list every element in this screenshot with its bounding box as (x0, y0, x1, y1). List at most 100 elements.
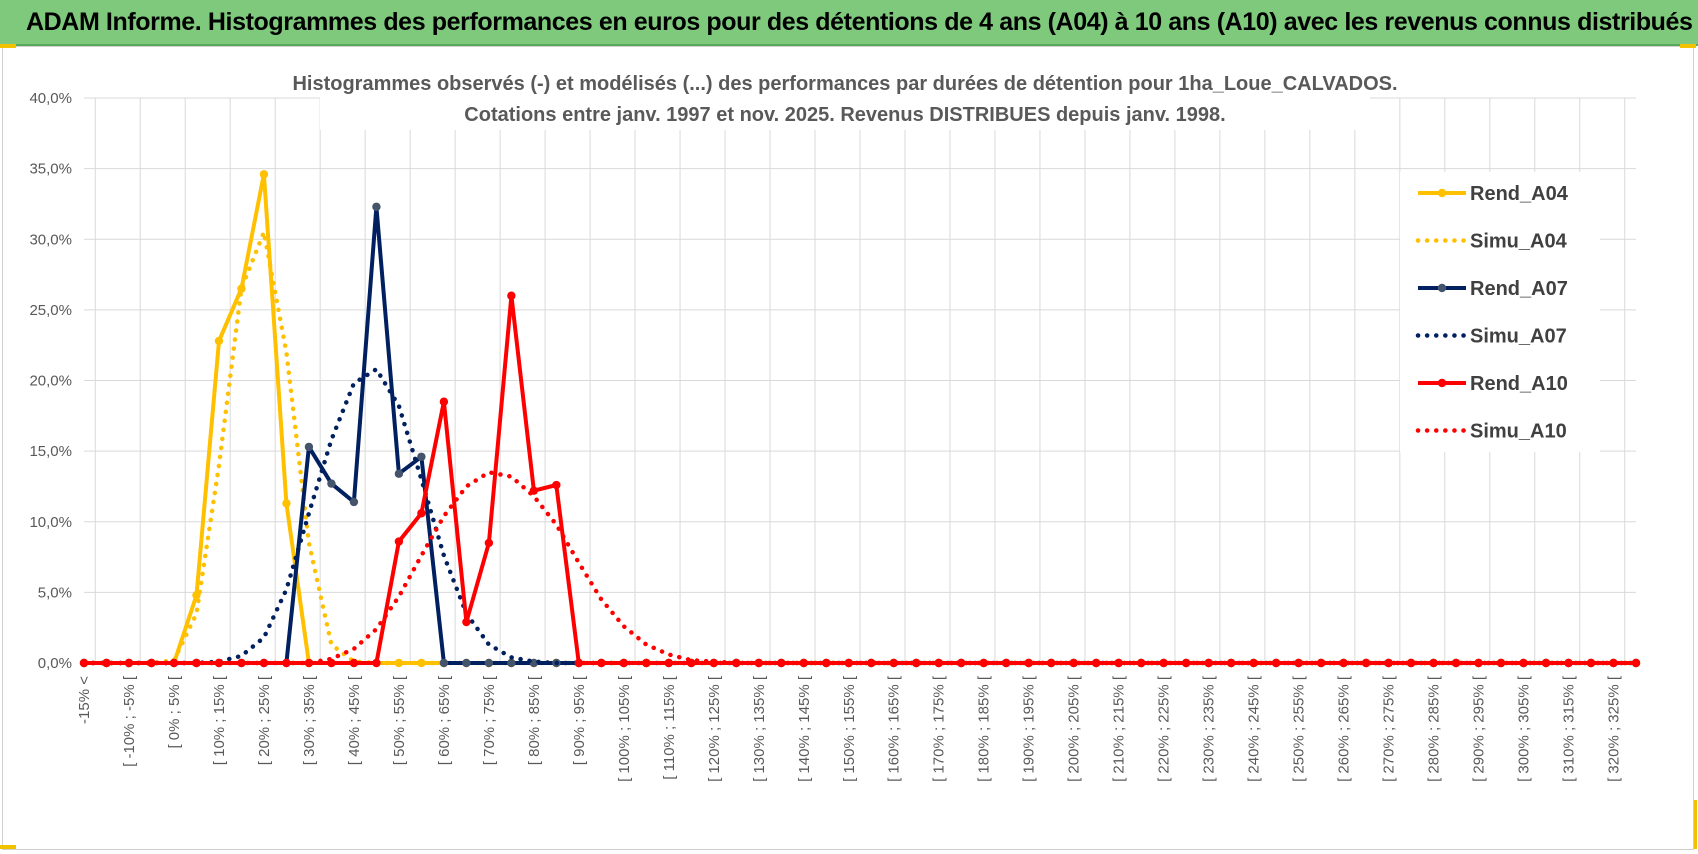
x-tick-label: [ 170% ; 175% [ (931, 675, 948, 782)
data-point-rend_a10 (349, 658, 359, 668)
x-tick-label: [ 10% ; 15% [ (211, 675, 228, 765)
data-point-rend_a10 (934, 658, 943, 668)
data-point-rend_a10 (664, 658, 674, 668)
x-tick-label: -15% < (76, 676, 93, 724)
legend-label-simu_a10: Simu_A10 (1470, 421, 1567, 443)
series-lines (79, 170, 1641, 668)
x-tick-label: [ 310% ; 315% [ (1561, 675, 1578, 782)
data-point-rend_a10 (147, 658, 156, 668)
data-point-rend_a10 (462, 617, 471, 627)
data-point-rend_a07 (304, 442, 314, 452)
x-tick-label: [ -10% ; -5% [ (121, 675, 138, 767)
x-tick-label: [ 40% ; 45% [ (346, 675, 363, 765)
x-tick-label: [ 190% ; 195% [ (1021, 675, 1038, 782)
legend-label-simu_a07: Simu_A07 (1470, 326, 1567, 348)
data-point-rend_a10 (102, 658, 111, 668)
x-tick-label: [ 130% ; 135% [ (751, 675, 768, 782)
legend: Rend_A04 Simu_A04 Rend_A07 Simu_A07 Rend_A10… (1400, 172, 1600, 452)
data-point-rend_a10 (1069, 658, 1078, 668)
data-point-rend_a04 (282, 499, 291, 508)
x-tick-label: [ 210% ; 215% [ (1111, 675, 1128, 782)
legend-label-rend_a04: Rend_A04 (1470, 183, 1569, 205)
chart-frame (2, 46, 1694, 850)
x-tick-label: [ 240% ; 245% [ (1246, 675, 1263, 782)
data-point-rend_a07 (439, 658, 449, 668)
legend-marker (1437, 378, 1447, 388)
corner-marker-bottom-right (1694, 800, 1697, 849)
x-tick-label: [ 100% ; 105% [ (616, 675, 633, 782)
data-point-rend_a10 (619, 658, 629, 668)
x-tick-label: [ 160% ; 165% [ (886, 675, 903, 782)
x-tick-label: [ 50% ; 55% [ (391, 675, 408, 765)
data-point-rend_a10 (574, 658, 584, 668)
x-axis-tick-labels: -15% < [ -10% ; -5% [ [ 0% ; 5% [ [ 10% ; 1… (76, 675, 1623, 782)
data-point-rend_a10 (1496, 658, 1506, 668)
data-point-rend_a10 (1271, 658, 1281, 668)
chart-title-line-1: Histogrammes observés (-) et modélisés (… (292, 73, 1397, 95)
legend-background (1400, 172, 1600, 452)
x-tick-label: [ 320% ; 325% [ (1606, 675, 1623, 782)
corner-marker-top-left (0, 44, 16, 48)
data-point-rend_a10 (1316, 658, 1326, 668)
data-point-rend_a10 (1024, 658, 1033, 668)
legend-label-rend_a10: Rend_A10 (1470, 373, 1568, 395)
y-tick-label: 20,0% (29, 373, 72, 390)
data-point-rend_a10 (597, 658, 606, 668)
x-tick-label: [ 120% ; 125% [ (706, 675, 723, 782)
x-tick-label: [ 200% ; 205% [ (1066, 675, 1083, 782)
y-axis-tick-labels: 0,0% 5,0% 10,0% 15,0% 20,0% 25,0% 30,0% 35,0% 40… (29, 90, 72, 672)
data-point-rend_a10 (642, 658, 651, 668)
data-point-rend_a10 (889, 658, 898, 668)
y-tick-label: 35,0% (29, 161, 72, 178)
data-point-rend_a07 (507, 658, 516, 668)
data-point-rend_a10 (507, 291, 516, 300)
data-point-rend_a04 (259, 170, 269, 179)
x-tick-label: [ 260% ; 265% [ (1336, 675, 1353, 782)
x-tick-label: [ 270% ; 275% [ (1381, 675, 1398, 782)
x-tick-label: [ 290% ; 295% [ (1471, 675, 1488, 782)
data-point-rend_a04 (394, 658, 404, 668)
x-tick-label: [ 70% ; 75% [ (481, 675, 498, 765)
data-point-rend_a10 (372, 658, 381, 668)
x-tick-label: [ 150% ; 155% [ (841, 675, 858, 782)
data-point-rend_a10 (1361, 658, 1371, 668)
data-point-rend_a10 (552, 480, 561, 490)
data-point-rend_a10 (417, 509, 426, 518)
data-point-rend_a10 (1114, 658, 1123, 668)
y-tick-label: 25,0% (29, 302, 72, 319)
x-tick-label: [ 250% ; 255% [ (1291, 675, 1308, 782)
x-tick-label: [ 220% ; 225% [ (1156, 675, 1173, 782)
legend-marker (1437, 283, 1447, 293)
y-tick-label: 15,0% (29, 443, 72, 460)
data-point-rend_a10 (439, 397, 449, 406)
legend-label-rend_a07: Rend_A07 (1470, 278, 1568, 300)
data-point-rend_a10 (394, 537, 404, 546)
chart-title-line-2: Cotations entre janv. 1997 et nov. 2025.… (464, 104, 1225, 126)
x-tick-label: [ 300% ; 305% [ (1516, 675, 1533, 782)
x-tick-label: [ 280% ; 285% [ (1426, 675, 1443, 782)
x-tick-label: [ 90% ; 95% [ (571, 675, 588, 765)
x-tick-label: [ 60% ; 65% [ (436, 675, 453, 765)
y-tick-label: 10,0% (29, 514, 72, 531)
report-title: ADAM Informe. Histogrammes des performan… (26, 7, 1693, 36)
x-tick-label: [ 0% ; 5% [ (166, 675, 183, 748)
data-point-rend_a10 (1406, 658, 1416, 668)
data-point-rend_a10 (192, 658, 201, 668)
x-tick-label: [ 30% ; 35% [ (301, 675, 318, 765)
data-point-rend_a07 (484, 658, 494, 668)
data-point-rend_a07 (349, 497, 359, 507)
series-line-simu_a10 (81, 470, 1639, 666)
legend-marker (1437, 188, 1447, 198)
x-tick-label: [ 180% ; 185% [ (976, 675, 993, 782)
data-point-rend_a07 (417, 452, 426, 461)
x-tick-label: [ 140% ; 145% [ (796, 675, 813, 782)
x-tick-label: [ 80% ; 85% [ (526, 675, 543, 765)
legend-label-simu_a04: Simu_A04 (1470, 231, 1568, 253)
x-tick-label: [ 110% ; 115% [ (661, 675, 678, 780)
chart-title: Histogrammes observés (-) et modélisés (… (292, 64, 1398, 130)
data-point-rend_a10 (1451, 658, 1461, 668)
x-tick-label: [ 20% ; 25% [ (256, 675, 273, 765)
y-tick-label: 5,0% (38, 584, 72, 601)
data-point-rend_a10 (484, 538, 494, 548)
